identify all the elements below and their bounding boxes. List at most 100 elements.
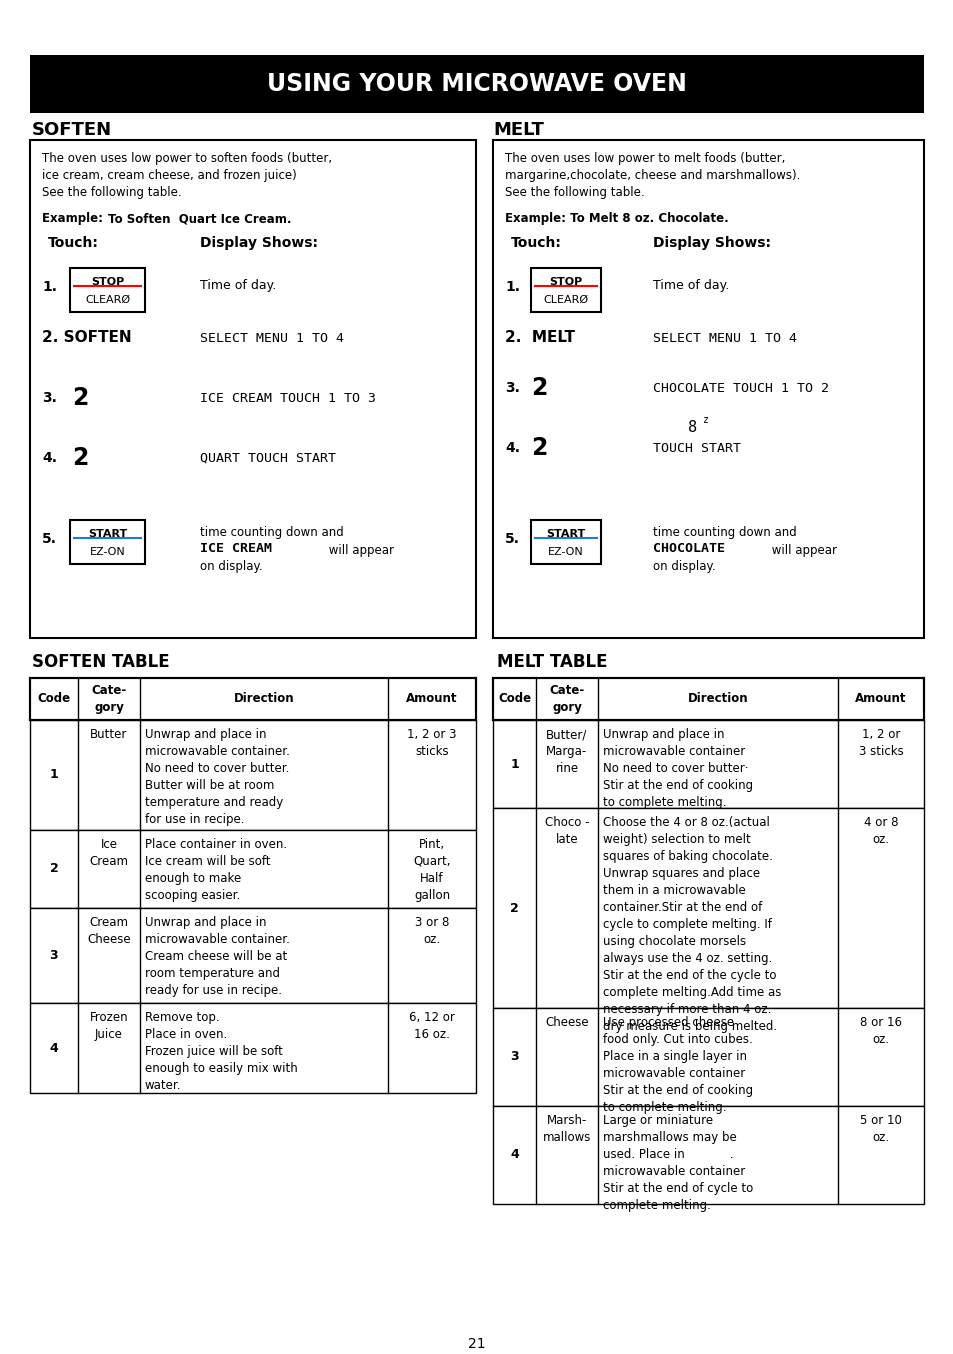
Text: Marsh-
mallows: Marsh- mallows: [542, 1114, 591, 1144]
Text: 2.  MELT: 2. MELT: [504, 330, 575, 345]
Text: 21: 21: [468, 1336, 485, 1351]
Text: 1: 1: [510, 757, 518, 770]
Text: 3: 3: [50, 949, 58, 961]
Bar: [493, 720, 923, 808]
Bar: [493, 139, 923, 638]
Text: 2: 2: [71, 386, 89, 410]
Text: Cate-
gory: Cate- gory: [549, 685, 584, 714]
Text: Choco -
late: Choco - late: [544, 816, 589, 846]
Bar: [30, 678, 476, 720]
Text: Amount: Amount: [406, 692, 457, 705]
Text: 6, 12 or
16 oz.: 6, 12 or 16 oz.: [409, 1011, 455, 1041]
Text: Code: Code: [37, 692, 71, 705]
Text: Touch:: Touch:: [48, 236, 99, 250]
Text: Unwrap and place in
microwavable container.
Cream cheese will be at
room tempera: Unwrap and place in microwavable contain…: [145, 917, 290, 997]
Text: Time of day.: Time of day.: [652, 279, 728, 292]
Text: Pint,
Quart,
Half
gallon: Pint, Quart, Half gallon: [413, 838, 450, 902]
Text: 5.: 5.: [504, 532, 519, 546]
Text: 3: 3: [510, 1051, 518, 1063]
Text: START: START: [88, 529, 127, 539]
Text: Unwrap and place in
microwavable container.
No need to cover butter.
Butter will: Unwrap and place in microwavable contain…: [145, 728, 290, 826]
Text: 8: 8: [687, 421, 697, 436]
Text: Amount: Amount: [854, 692, 905, 705]
Text: Direction: Direction: [687, 692, 747, 705]
Text: will appear: will appear: [767, 544, 836, 556]
Text: on display.: on display.: [652, 561, 715, 573]
Text: CHOCOLATE: CHOCOLATE: [652, 542, 724, 555]
Text: Display Shows:: Display Shows:: [200, 236, 317, 250]
Text: START: START: [546, 529, 585, 539]
Bar: [30, 139, 476, 638]
Text: on display.: on display.: [200, 561, 262, 573]
Text: ICE CREAM TOUCH 1 TO 3: ICE CREAM TOUCH 1 TO 3: [200, 391, 375, 405]
Text: ICE CREAM: ICE CREAM: [200, 542, 272, 555]
Text: Frozen
Juice: Frozen Juice: [90, 1011, 128, 1041]
Text: 1: 1: [50, 769, 58, 781]
Text: Example: To Melt 8 oz. Chocolate.: Example: To Melt 8 oz. Chocolate.: [504, 213, 728, 225]
Text: SELECT MENU 1 TO 4: SELECT MENU 1 TO 4: [200, 332, 344, 344]
Text: z: z: [702, 414, 708, 425]
Text: USING YOUR MICROWAVE OVEN: USING YOUR MICROWAVE OVEN: [267, 72, 686, 96]
Text: STOP: STOP: [549, 278, 582, 287]
Text: Code: Code: [497, 692, 531, 705]
Text: Butter/
Marga-
rine: Butter/ Marga- rine: [546, 728, 587, 774]
Text: 2: 2: [71, 445, 89, 470]
Text: 8 or 16
oz.: 8 or 16 oz.: [859, 1016, 901, 1047]
Text: 4.: 4.: [504, 441, 519, 455]
Text: Time of day.: Time of day.: [200, 279, 276, 292]
Bar: [531, 520, 600, 565]
Bar: [531, 268, 600, 311]
Text: 2: 2: [531, 436, 547, 460]
Text: 4: 4: [510, 1148, 518, 1162]
Bar: [493, 808, 923, 1007]
Text: 5 or 10
oz.: 5 or 10 oz.: [860, 1114, 901, 1144]
Text: The oven uses low power to melt foods (butter,
margarine,chocolate, cheese and m: The oven uses low power to melt foods (b…: [504, 152, 800, 199]
Bar: [30, 830, 476, 909]
Text: EZ-ON: EZ-ON: [548, 547, 583, 556]
Text: 1.: 1.: [42, 280, 57, 294]
Text: EZ-ON: EZ-ON: [90, 547, 125, 556]
Text: Display Shows:: Display Shows:: [652, 236, 770, 250]
Text: SOFTEN TABLE: SOFTEN TABLE: [32, 653, 170, 672]
Text: Cate-
gory: Cate- gory: [91, 685, 127, 714]
Text: MELT: MELT: [493, 121, 543, 139]
Text: CLEARØ: CLEARØ: [85, 295, 130, 305]
Text: Direction: Direction: [233, 692, 294, 705]
Text: SELECT MENU 1 TO 4: SELECT MENU 1 TO 4: [652, 332, 796, 344]
Text: Ice
Cream: Ice Cream: [90, 838, 129, 868]
Text: 3.: 3.: [42, 391, 57, 405]
Text: Use processed cheese
food only. Cut into cubes.
Place in a single layer in
micro: Use processed cheese food only. Cut into…: [602, 1016, 752, 1114]
Text: Unwrap and place in
microwavable container
No need to cover butter·
Stir at the : Unwrap and place in microwavable contain…: [602, 728, 752, 808]
Bar: [30, 720, 476, 830]
Bar: [30, 1003, 476, 1093]
Text: Choose the 4 or 8 oz.(actual
weight) selection to melt
squares of baking chocola: Choose the 4 or 8 oz.(actual weight) sel…: [602, 816, 781, 1033]
Bar: [30, 56, 923, 112]
Text: TOUCH START: TOUCH START: [652, 441, 740, 455]
Text: QUART TOUCH START: QUART TOUCH START: [200, 451, 335, 464]
Text: 4.: 4.: [42, 451, 57, 464]
Text: 2: 2: [531, 376, 547, 399]
Text: will appear: will appear: [325, 544, 394, 556]
Text: STOP: STOP: [91, 278, 124, 287]
Text: Cheese: Cheese: [544, 1016, 588, 1029]
Text: 3 or 8
oz.: 3 or 8 oz.: [415, 917, 449, 946]
Bar: [493, 1106, 923, 1204]
Text: CLEARØ: CLEARØ: [543, 295, 588, 305]
Bar: [70, 520, 145, 565]
Bar: [493, 1007, 923, 1106]
Text: 1, 2 or
3 sticks: 1, 2 or 3 sticks: [858, 728, 902, 758]
Text: Butter: Butter: [91, 728, 128, 741]
Text: 3.: 3.: [504, 380, 519, 395]
Text: Example:: Example:: [42, 213, 112, 225]
Text: 1.: 1.: [504, 280, 519, 294]
Text: 2. SOFTEN: 2. SOFTEN: [42, 330, 132, 345]
Text: 5.: 5.: [42, 532, 57, 546]
Text: 2: 2: [50, 862, 58, 876]
Text: Place container in oven.
Ice cream will be soft
enough to make
scooping easier.: Place container in oven. Ice cream will …: [145, 838, 287, 902]
Text: CHOCOLATE TOUCH 1 TO 2: CHOCOLATE TOUCH 1 TO 2: [652, 382, 828, 394]
Text: 2: 2: [510, 902, 518, 914]
Text: 1, 2 or 3
sticks: 1, 2 or 3 sticks: [407, 728, 456, 758]
Text: The oven uses low power to soften foods (butter,
ice cream, cream cheese, and fr: The oven uses low power to soften foods …: [42, 152, 332, 199]
Text: time counting down and: time counting down and: [200, 525, 343, 539]
Bar: [493, 678, 923, 720]
